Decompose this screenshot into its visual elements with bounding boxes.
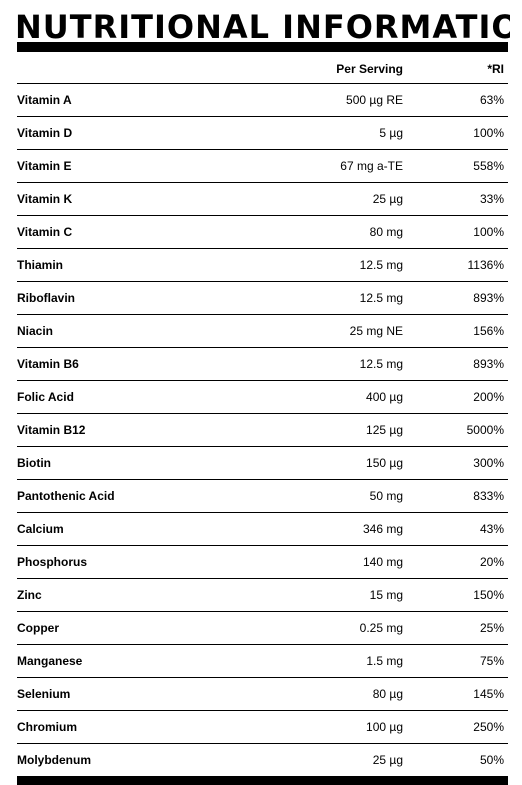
nutrient-name: Molybdenum bbox=[17, 753, 91, 767]
per-serving-value: 140 mg bbox=[362, 555, 403, 569]
per-serving-value: 100 µg bbox=[366, 720, 403, 734]
per-serving-value: 500 µg RE bbox=[346, 93, 403, 107]
table-header: Per Serving *RI bbox=[17, 52, 508, 84]
nutrient-name: Chromium bbox=[17, 720, 77, 734]
table-row: Calcium 346 mg 43% bbox=[17, 513, 508, 546]
nutrient-name: Vitamin B12 bbox=[17, 423, 86, 437]
ri-percentage: 43% bbox=[479, 522, 504, 536]
table-row: Copper 0.25 mg 25% bbox=[17, 612, 508, 645]
table-row: Vitamin D 5 µg 100% bbox=[17, 117, 508, 150]
per-serving-value: 5 µg bbox=[379, 126, 403, 140]
per-serving-value: 0.25 mg bbox=[359, 621, 403, 635]
per-serving-value: 67 mg a-TE bbox=[340, 159, 403, 173]
ri-percentage: 1136% bbox=[467, 258, 504, 272]
nutrient-name: Selenium bbox=[17, 687, 71, 701]
table-row: Vitamin E 67 mg a-TE 558% bbox=[17, 150, 508, 183]
column-header-per-serving: Per Serving bbox=[336, 62, 403, 76]
table-row: Niacin 25 mg NE 156% bbox=[17, 315, 508, 348]
table-row: Riboflavin 12.5 mg 893% bbox=[17, 282, 508, 315]
table-row: Manganese 1.5 mg 75% bbox=[17, 645, 508, 678]
ri-percentage: 145% bbox=[473, 687, 504, 701]
nutrient-name: Calcium bbox=[17, 522, 64, 536]
ri-percentage: 63% bbox=[479, 93, 504, 107]
per-serving-value: 12.5 mg bbox=[359, 258, 403, 272]
nutrient-name: Vitamin K bbox=[17, 192, 73, 206]
table-row: Thiamin 12.5 mg 1136% bbox=[17, 249, 508, 282]
ri-percentage: 50% bbox=[479, 753, 504, 767]
ri-percentage: 100% bbox=[473, 225, 504, 239]
nutrient-name: Copper bbox=[17, 621, 59, 635]
nutrient-name: Vitamin D bbox=[17, 126, 73, 140]
ri-percentage: 300% bbox=[473, 456, 504, 470]
nutrient-name: Vitamin B6 bbox=[17, 357, 79, 371]
per-serving-value: 25 µg bbox=[372, 192, 403, 206]
nutrient-name: Riboflavin bbox=[17, 291, 76, 305]
ri-percentage: 5000% bbox=[466, 423, 504, 437]
nutrient-name: Biotin bbox=[17, 456, 51, 470]
table-row: Folic Acid 400 µg 200% bbox=[17, 381, 508, 414]
table-row: Phosphorus 140 mg 20% bbox=[17, 546, 508, 579]
table-row: Vitamin C 80 mg 100% bbox=[17, 216, 508, 249]
table-row: Pantothenic Acid 50 mg 833% bbox=[17, 480, 508, 513]
nutrient-name: Niacin bbox=[17, 324, 54, 338]
nutrient-name: Manganese bbox=[17, 654, 83, 668]
per-serving-value: 25 µg bbox=[372, 753, 403, 767]
per-serving-value: 15 mg bbox=[369, 588, 403, 602]
table-row: Biotin 150 µg 300% bbox=[17, 447, 508, 480]
ri-percentage: 250% bbox=[473, 720, 504, 734]
nutrient-name: Phosphorus bbox=[17, 555, 88, 569]
ri-percentage: 150% bbox=[473, 588, 504, 602]
bottom-divider bbox=[17, 776, 508, 785]
ri-percentage: 893% bbox=[473, 357, 504, 371]
nutrient-name: Folic Acid bbox=[17, 390, 74, 404]
per-serving-value: 80 µg bbox=[372, 687, 403, 701]
ri-percentage: 558% bbox=[473, 159, 504, 173]
table-row: Vitamin K 25 µg 33% bbox=[17, 183, 508, 216]
ri-percentage: 200% bbox=[473, 390, 504, 404]
nutrient-name: Thiamin bbox=[17, 258, 64, 272]
page-title: NUTRITIONAL INFORMATION bbox=[15, 8, 510, 46]
ri-percentage: 25% bbox=[479, 621, 504, 635]
per-serving-value: 25 mg NE bbox=[349, 324, 403, 338]
per-serving-value: 12.5 mg bbox=[359, 357, 403, 371]
title-divider bbox=[17, 42, 508, 52]
per-serving-value: 50 mg bbox=[369, 489, 403, 503]
table-row: Chromium 100 µg 250% bbox=[17, 711, 508, 744]
ri-percentage: 75% bbox=[479, 654, 504, 668]
ri-percentage: 20% bbox=[479, 555, 504, 569]
per-serving-value: 125 µg bbox=[366, 423, 403, 437]
per-serving-value: 12.5 mg bbox=[359, 291, 403, 305]
per-serving-value: 400 µg bbox=[366, 390, 403, 404]
table-row: Vitamin B6 12.5 mg 893% bbox=[17, 348, 508, 381]
ri-percentage: 893% bbox=[473, 291, 504, 305]
ri-percentage: 33% bbox=[479, 192, 504, 206]
table-row: Molybdenum 25 µg 50% bbox=[17, 744, 508, 777]
nutrition-panel: NUTRITIONAL INFORMATION Per Serving *RI … bbox=[13, 0, 510, 785]
nutrient-name: Pantothenic Acid bbox=[17, 489, 115, 503]
per-serving-value: 346 mg bbox=[362, 522, 403, 536]
nutrient-name: Vitamin E bbox=[17, 159, 72, 173]
per-serving-value: 80 mg bbox=[369, 225, 403, 239]
ri-percentage: 833% bbox=[473, 489, 504, 503]
table-row: Vitamin A 500 µg RE 63% bbox=[17, 84, 508, 117]
per-serving-value: 150 µg bbox=[366, 456, 403, 470]
nutrient-name: Vitamin A bbox=[17, 93, 72, 107]
column-header-ri: *RI bbox=[487, 62, 504, 76]
table-row: Zinc 15 mg 150% bbox=[17, 579, 508, 612]
nutrient-name: Vitamin C bbox=[17, 225, 73, 239]
ri-percentage: 156% bbox=[473, 324, 504, 338]
table-row: Selenium 80 µg 145% bbox=[17, 678, 508, 711]
per-serving-value: 1.5 mg bbox=[366, 654, 403, 668]
nutrient-name: Zinc bbox=[17, 588, 42, 602]
ri-percentage: 100% bbox=[473, 126, 504, 140]
table-row: Vitamin B12 125 µg 5000% bbox=[17, 414, 508, 447]
